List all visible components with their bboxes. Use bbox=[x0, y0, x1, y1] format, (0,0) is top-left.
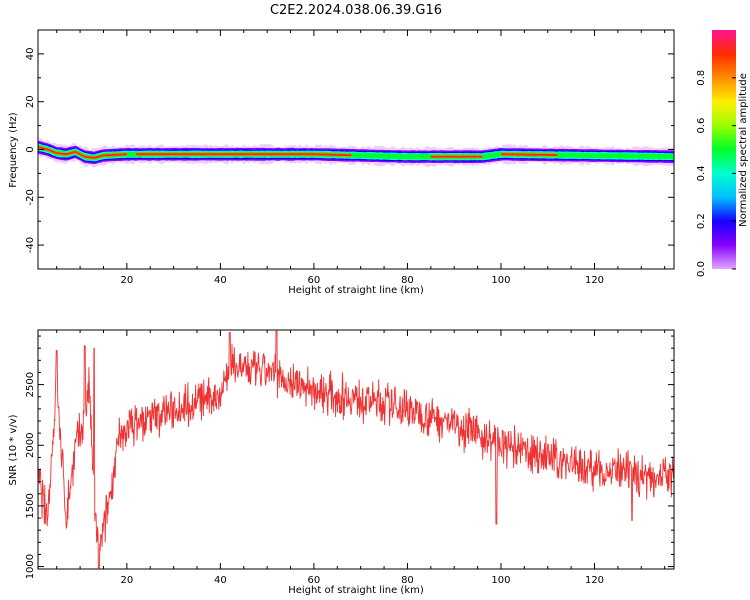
snr-ylabel: SNR (10 * v/v) bbox=[8, 414, 19, 485]
snr-xtick-label: 20 bbox=[120, 575, 133, 586]
band-high-amplitude-red bbox=[501, 153, 558, 156]
spectrogram-xtick-label: 80 bbox=[401, 275, 414, 286]
band-high-amplitude-red bbox=[430, 155, 483, 158]
band-mid bbox=[38, 143, 674, 162]
snr-ytick-label: 2500 bbox=[25, 372, 36, 397]
spectrogram-ytick-label: 0 bbox=[25, 146, 36, 152]
snr-xtick-label: 40 bbox=[214, 575, 227, 586]
spectrogram-xtick-label: 120 bbox=[585, 275, 604, 286]
snr-ytick-label: 2000 bbox=[25, 433, 36, 458]
spectrogram-ytick-label: 20 bbox=[25, 95, 36, 108]
spectrogram-xtick-label: 100 bbox=[491, 275, 510, 286]
spectrogram-ylabel: Frequency (Hz) bbox=[8, 112, 19, 188]
spectrogram-xtick-label: 40 bbox=[214, 275, 227, 286]
band-inner bbox=[38, 144, 674, 161]
snr-panel: 20 40 60 80 100 120 1000 1500 2000 2500 Height of… bbox=[8, 329, 675, 596]
snr-ytick-label: 1000 bbox=[25, 554, 36, 579]
colorbar-gradient bbox=[712, 30, 736, 269]
colorbar-ticks: 0.0 0.2 0.4 0.6 0.8 bbox=[696, 70, 736, 277]
spectrogram-heatmap bbox=[38, 137, 674, 168]
colorbar-label: Normalized spectral amplitude bbox=[738, 73, 749, 227]
snr-xtick-label: 80 bbox=[401, 575, 414, 586]
snr-xtick-label: 100 bbox=[491, 575, 510, 586]
spectrogram-xtick-label: 20 bbox=[120, 275, 133, 286]
spectrogram-ytick-label: -20 bbox=[25, 189, 36, 205]
colorbar-tick-label: 0.4 bbox=[696, 165, 707, 181]
snr-line-layer bbox=[38, 330, 674, 569]
snr-ytick-label: 1500 bbox=[25, 493, 36, 518]
spectrogram-ticks: 20 40 60 80 100 120 -40 -20 0 20 40 bbox=[25, 29, 674, 286]
figure-title: C2E2.2024.038.06.39.G16 bbox=[270, 3, 442, 18]
band-high-amplitude-red bbox=[136, 153, 352, 157]
spectrogram-ytick-label: -40 bbox=[25, 237, 36, 253]
snr-xtick-label: 120 bbox=[585, 575, 604, 586]
snr-xtick-label: 60 bbox=[308, 575, 321, 586]
colorbar-tick-label: 0.6 bbox=[696, 118, 707, 134]
band-high-amplitude-red bbox=[38, 146, 127, 159]
snr-ticks: 20 40 60 80 100 120 1000 1500 2000 2500 bbox=[25, 330, 674, 586]
spectrogram-xlabel: Height of straight line (km) bbox=[288, 285, 424, 296]
snr-frame bbox=[37, 329, 675, 570]
colorbar-tick-label: 0.0 bbox=[696, 261, 707, 277]
spectrogram-panel: 20 40 60 80 100 120 -40 -20 0 20 40 Height of stra… bbox=[8, 29, 675, 296]
spectrogram-ytick-label: 40 bbox=[25, 48, 36, 61]
colorbar-tick-label: 0.2 bbox=[696, 213, 707, 229]
colorbar-tick-label: 0.8 bbox=[696, 70, 707, 86]
spectrogram-xtick-label: 60 bbox=[308, 275, 321, 286]
snr-line bbox=[38, 330, 674, 569]
snr-xlabel: Height of straight line (km) bbox=[288, 585, 424, 596]
colorbar: 0.0 0.2 0.4 0.6 0.8 Normalized spectral ampl… bbox=[696, 30, 749, 277]
